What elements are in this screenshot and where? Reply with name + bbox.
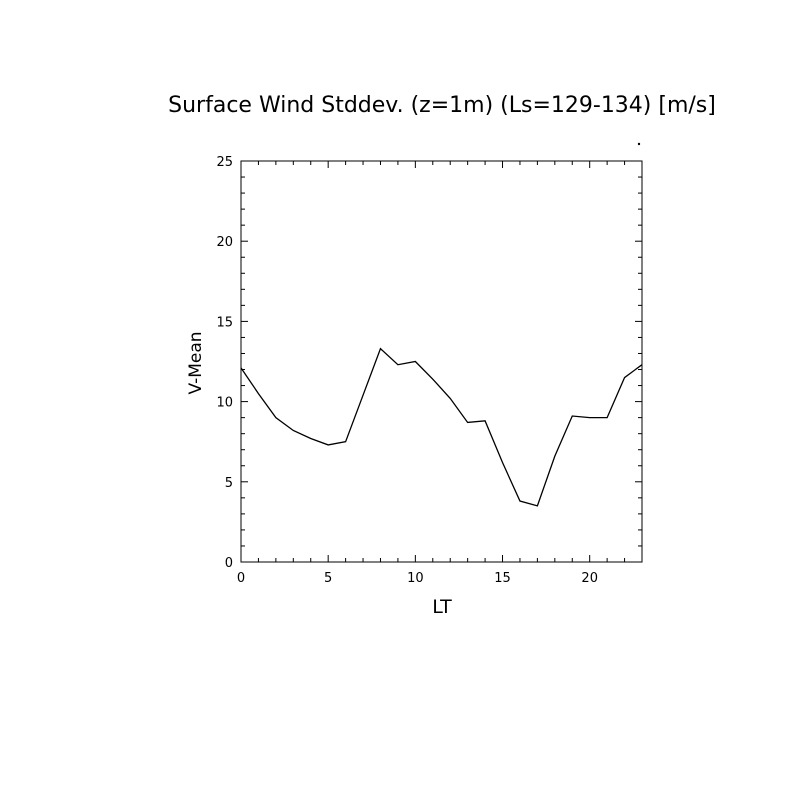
x-tick-label: 20 xyxy=(581,571,598,586)
y-tick-label: 25 xyxy=(216,155,233,170)
corner-dot xyxy=(637,142,641,146)
plot-frame xyxy=(240,160,643,563)
x-tick-label: 5 xyxy=(324,571,332,586)
y-axis-label: V-Mean xyxy=(186,331,206,394)
chart-title: Surface Wind Stddev. (z=1m) (Ls=129-134)… xyxy=(168,93,716,118)
series-group xyxy=(240,347,643,507)
y-tick-label: 0 xyxy=(225,556,233,571)
x-tick-label: 0 xyxy=(237,571,245,586)
x-axis-label: LT xyxy=(432,596,452,618)
y-tick-label: 20 xyxy=(216,235,233,250)
series-line xyxy=(240,347,643,507)
y-tick-label: 5 xyxy=(225,476,233,491)
axis-tick-labels: 0 5 10 15 20 0 5 10 15 20 25 xyxy=(216,155,598,586)
x-tick-label: 15 xyxy=(494,571,511,586)
y-tick-label: 10 xyxy=(216,396,233,411)
axis-ticks xyxy=(240,160,643,563)
x-tick-label: 10 xyxy=(407,571,424,586)
y-tick-label: 15 xyxy=(216,315,233,330)
